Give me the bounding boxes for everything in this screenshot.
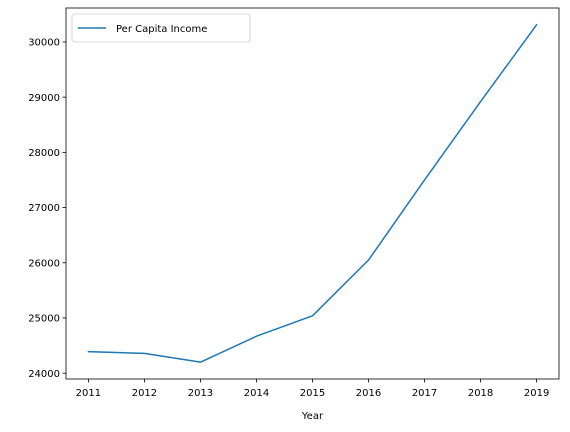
x-tick-label: 2016 — [356, 388, 381, 399]
ticks-layer: 2011 2012 2013 2014 2015 2016 2017 2018 2019 2400… — [28, 38, 549, 399]
x-tick-label: 2019 — [524, 388, 549, 399]
x-tick-label: 2013 — [188, 388, 213, 399]
legend-box — [71, 13, 251, 43]
y-tick-label: 24000 — [28, 369, 60, 380]
x-tick-label: 2012 — [132, 388, 157, 399]
series-layer — [87, 23, 538, 363]
series-line — [87, 23, 538, 363]
x-axis-label: Year — [301, 411, 324, 422]
x-tick-label: 2018 — [468, 388, 493, 399]
legend-entry-label: Per Capita Income — [116, 24, 207, 35]
axes-frame — [65, 7, 560, 380]
x-tick-label: 2015 — [300, 388, 325, 399]
x-tick-label: 2011 — [76, 388, 101, 399]
y-tick-label: 28000 — [28, 148, 60, 159]
y-tick-label: 29000 — [28, 93, 60, 104]
x-tick-label: 2017 — [412, 388, 437, 399]
legend: Per Capita Income — [71, 13, 251, 43]
y-tick-label: 27000 — [28, 203, 60, 214]
y-tick-label: 25000 — [28, 314, 60, 325]
x-tick-label: 2014 — [244, 388, 269, 399]
y-tick-label: 30000 — [28, 38, 60, 49]
y-tick-label: 26000 — [28, 258, 60, 269]
